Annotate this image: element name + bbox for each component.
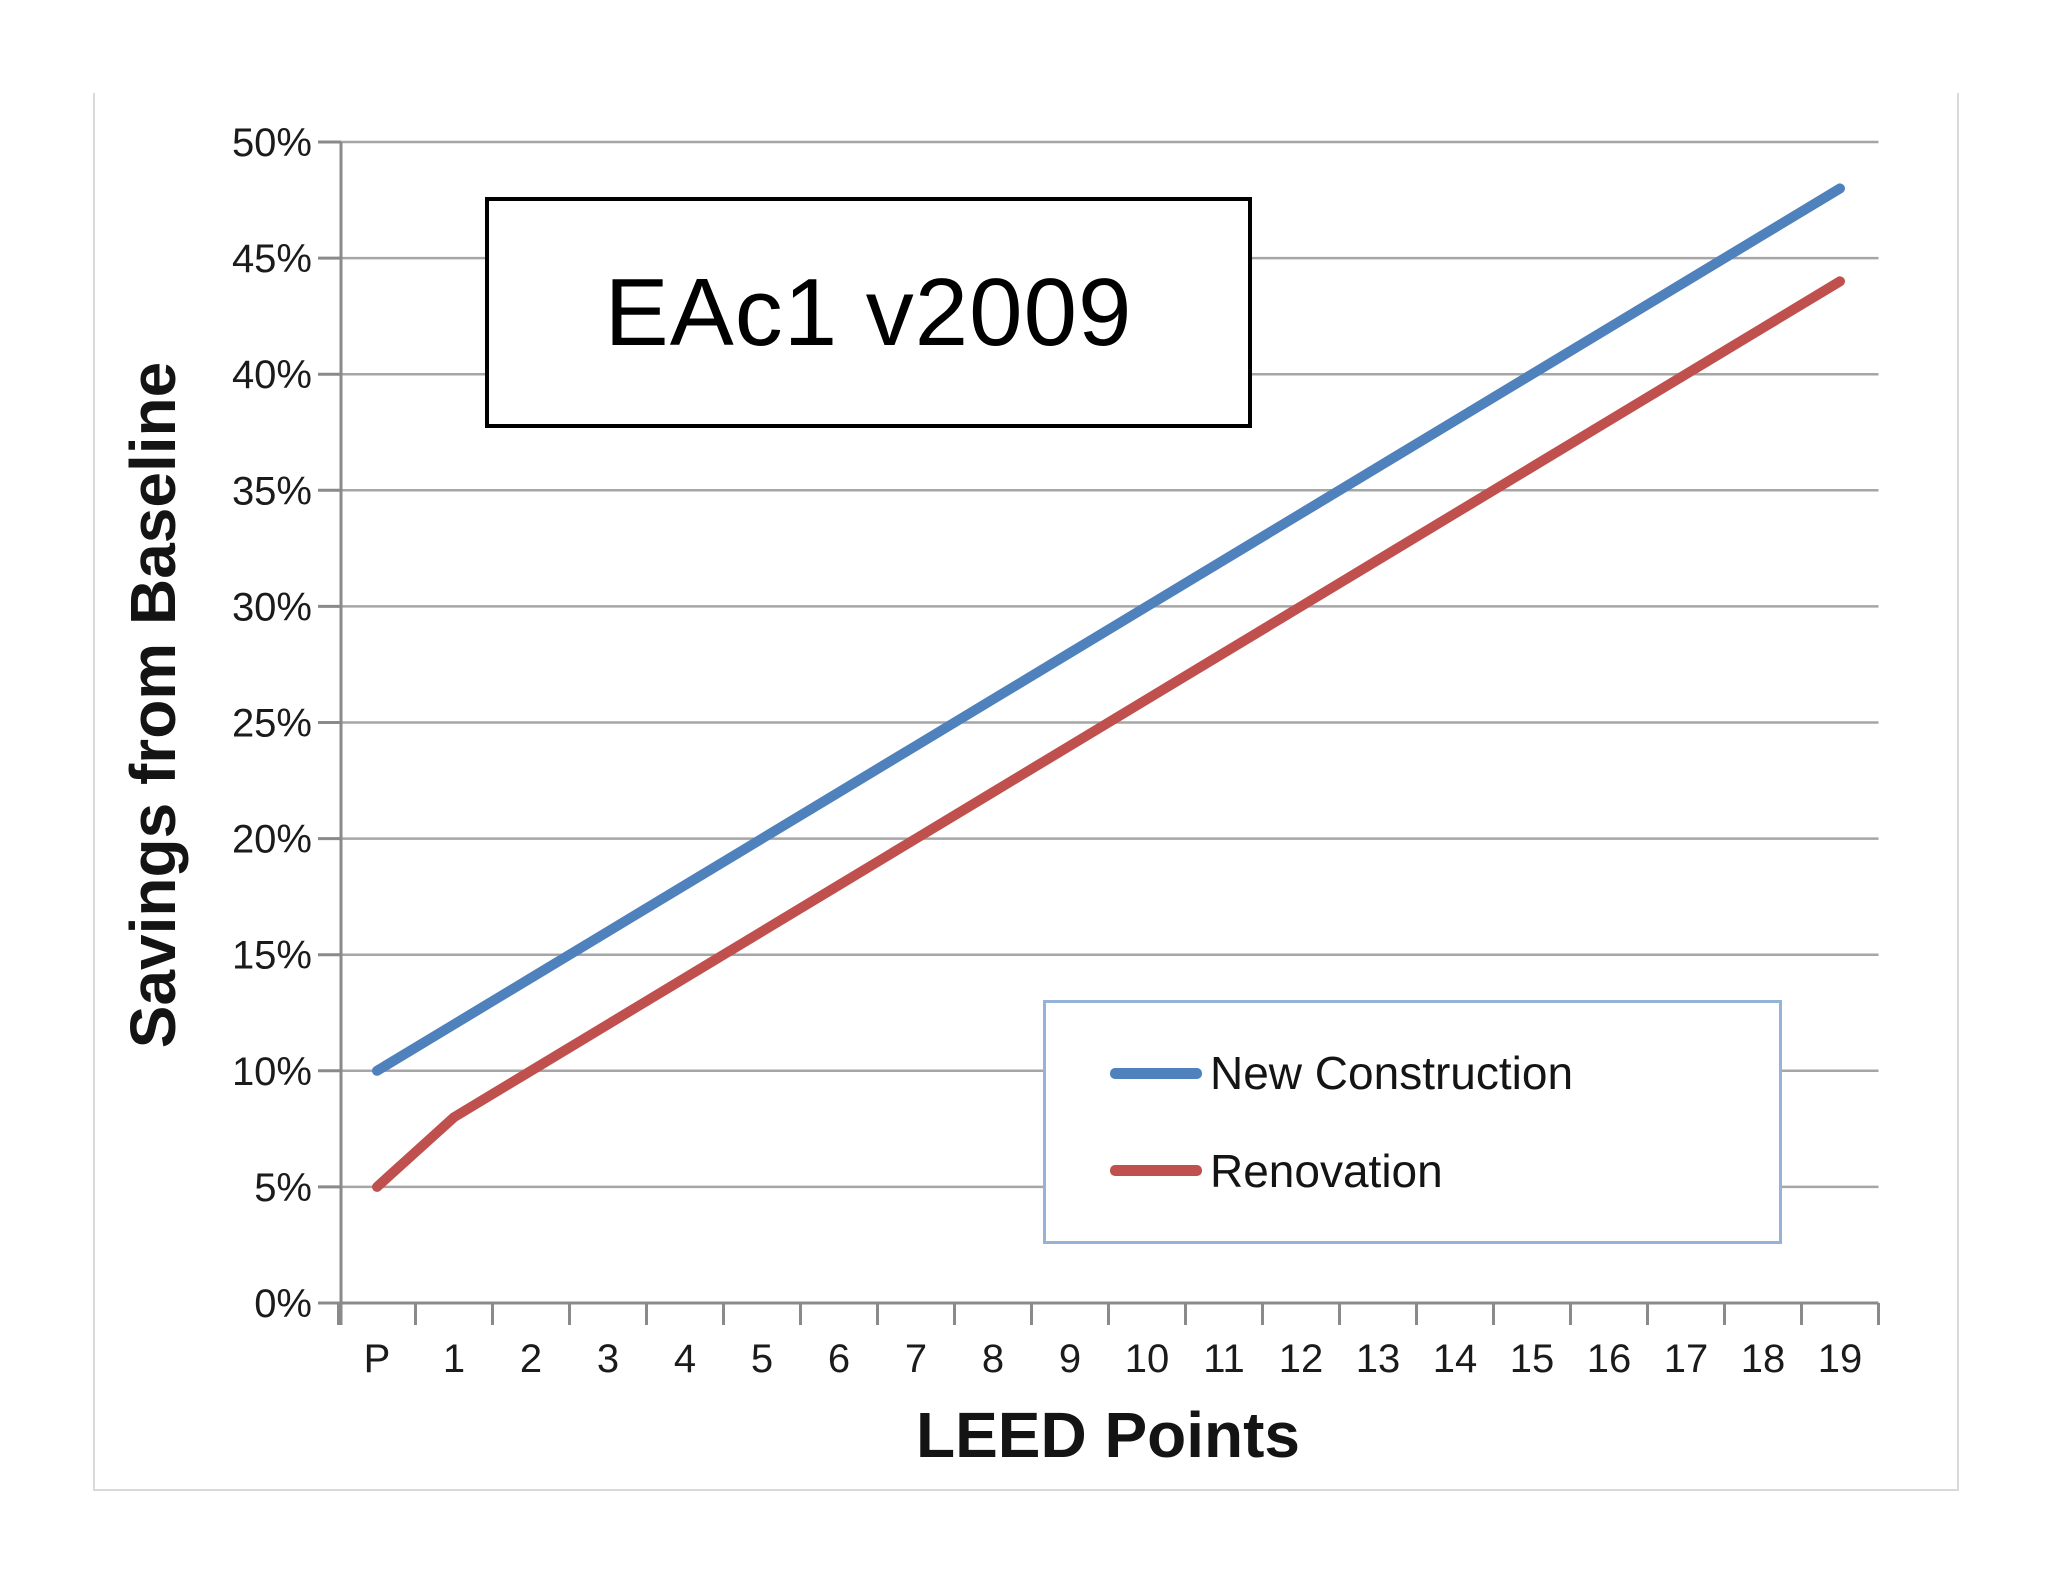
legend-item-renovation: Renovation	[1110, 1144, 1779, 1198]
x-tick-label-1: 1	[443, 1337, 465, 1381]
series-line-new-construction	[372, 183, 1845, 1076]
y-axis-title: Savings from Baseline	[117, 361, 189, 1049]
y-tick-label-45: 45%	[232, 237, 312, 281]
x-tick-label-4: 4	[674, 1337, 696, 1381]
y-tick-label-50: 50%	[232, 121, 312, 165]
x-tick-label-13: 13	[1356, 1337, 1401, 1381]
x-tick-label-17: 17	[1664, 1337, 1709, 1381]
x-tick-label-6: 6	[828, 1337, 850, 1381]
chart-legend: New Construction Renovation	[1043, 1000, 1782, 1244]
y-tick-label-5: 5%	[254, 1166, 312, 1210]
y-tick-label-25: 25%	[232, 702, 312, 746]
y-tick-label-20: 20%	[232, 818, 312, 862]
chart-title: EAc1 v2009	[604, 258, 1133, 366]
x-tick-label-7: 7	[905, 1337, 927, 1381]
x-tick-label-P: P	[364, 1337, 391, 1381]
x-tick-label-2: 2	[520, 1337, 542, 1381]
x-tick-label-12: 12	[1279, 1337, 1324, 1381]
series-line-renovation	[372, 276, 1845, 1192]
y-tick-label-15: 15%	[232, 934, 312, 978]
legend-line-sample-new-construction	[1110, 1067, 1202, 1079]
x-tick-label-19: 19	[1818, 1337, 1863, 1381]
legend-item-new-construction: New Construction	[1110, 1046, 1779, 1100]
x-tick-label-14: 14	[1433, 1337, 1478, 1381]
x-axis-title: LEED Points	[915, 1399, 1301, 1471]
y-tick-label-35: 35%	[232, 469, 312, 513]
y-tick-label-30: 30%	[232, 585, 312, 629]
x-tick-label-15: 15	[1510, 1337, 1555, 1381]
x-tick-label-3: 3	[597, 1337, 619, 1381]
x-tick-label-9: 9	[1059, 1337, 1081, 1381]
x-tick-label-18: 18	[1741, 1337, 1786, 1381]
x-tick-label-10: 10	[1125, 1337, 1170, 1381]
x-tick-label-11: 11	[1203, 1337, 1245, 1381]
y-tick-label-0: 0%	[254, 1282, 312, 1326]
y-tick-label-40: 40%	[232, 353, 312, 397]
legend-label-renovation: Renovation	[1210, 1144, 1443, 1197]
legend-line-sample-renovation	[1110, 1165, 1202, 1177]
x-tick-label-5: 5	[751, 1337, 773, 1381]
chart-title-box: EAc1 v2009	[485, 197, 1252, 428]
y-tick-label-10: 10%	[232, 1050, 312, 1094]
x-tick-label-16: 16	[1587, 1337, 1632, 1381]
x-tick-label-8: 8	[982, 1337, 1004, 1381]
legend-label-new-construction: New Construction	[1210, 1047, 1574, 1100]
